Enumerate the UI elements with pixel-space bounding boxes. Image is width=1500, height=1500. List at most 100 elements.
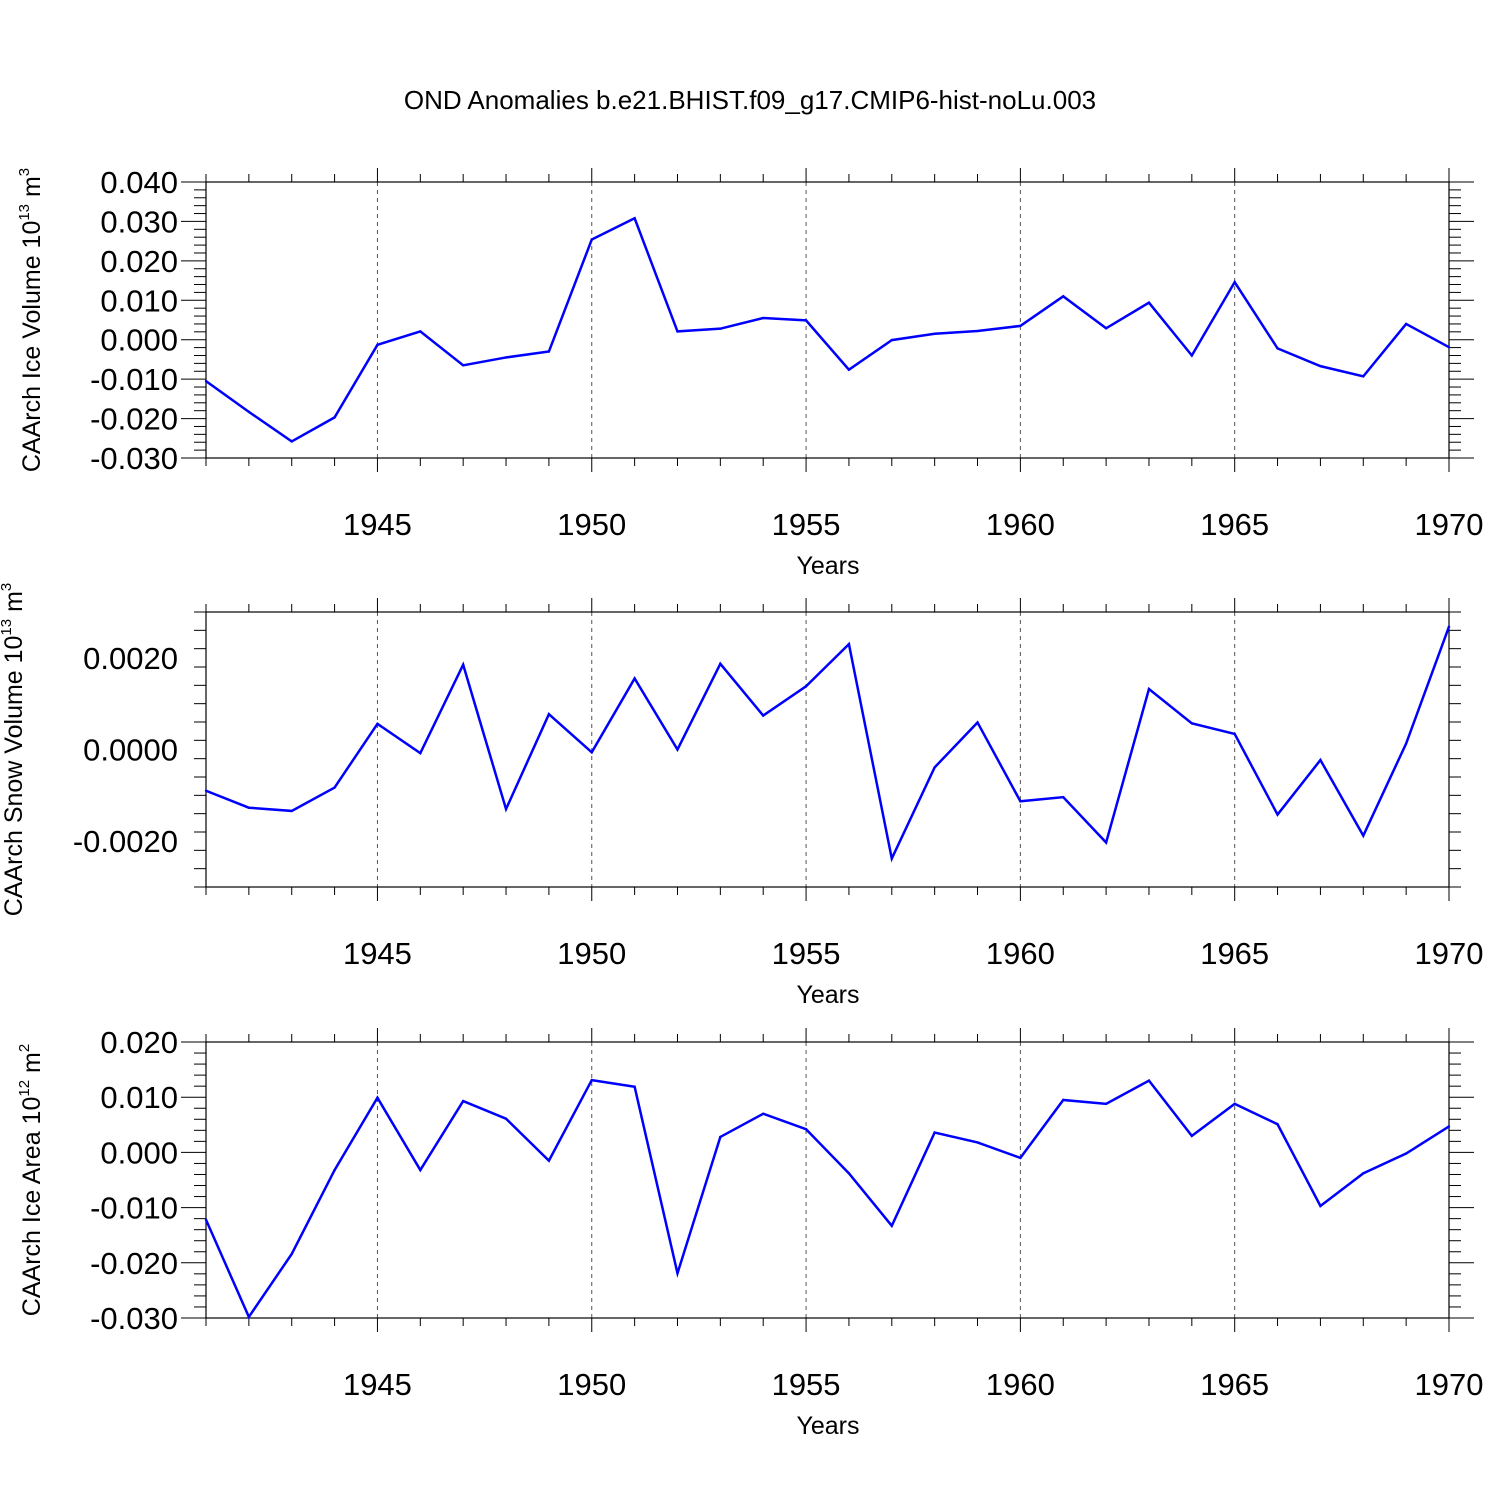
data-point-1941 [204, 789, 208, 792]
data-point-1968 [1362, 1172, 1365, 1175]
data-point-1948 [504, 1117, 508, 1120]
axes-frame [205, 1041, 1450, 1319]
x-tick-label: 1970 [1415, 936, 1484, 971]
data-point-1970 [1447, 625, 1451, 628]
x-tick-label: 1970 [1415, 507, 1484, 542]
data-point-1948 [504, 356, 508, 359]
data-point-1947 [461, 663, 465, 666]
data-point-1942 [247, 410, 251, 414]
data-point-1957 [890, 857, 893, 860]
data-point-1953 [719, 1135, 722, 1139]
x-tick-label: 1960 [986, 1367, 1055, 1402]
y-tick-label: 0.010 [100, 283, 178, 318]
x-tick-label: 1965 [1200, 936, 1269, 971]
data-point-1941 [204, 1218, 208, 1221]
y-tick-label: 0.020 [100, 244, 178, 279]
axes-frame [205, 611, 1450, 888]
data-point-1944 [333, 1168, 336, 1172]
x-tick-label: 1950 [557, 1367, 626, 1402]
y-tick-label: 0.0000 [83, 733, 178, 768]
data-point-1969 [1404, 322, 1408, 326]
data-point-1943 [290, 1252, 293, 1256]
x-tick-label: 1950 [557, 936, 626, 971]
data-point-1942 [247, 1315, 251, 1319]
data-point-1949 [547, 1159, 551, 1162]
data-point-1962 [1104, 327, 1108, 330]
data-point-1955 [804, 319, 808, 322]
y-tick-label: 0.010 [100, 1080, 178, 1115]
data-point-1969 [1404, 1152, 1408, 1155]
x-tick-label: 1955 [772, 936, 841, 971]
y-tick-label: -0.0020 [73, 824, 178, 859]
data-point-1958 [933, 332, 936, 335]
data-point-1947 [461, 364, 465, 367]
data-point-1964 [1190, 354, 1194, 357]
data-point-1949 [547, 713, 551, 716]
axes-frame [205, 181, 1450, 459]
y-tick-label: -0.030 [90, 1301, 178, 1336]
x-tick-label: 1955 [772, 1367, 841, 1402]
data-point-1941 [204, 379, 208, 383]
data-point-1966 [1276, 1123, 1279, 1126]
data-point-1965 [1233, 280, 1236, 284]
data-point-1962 [1104, 841, 1108, 844]
data-point-1947 [461, 1099, 465, 1103]
data-point-1961 [1062, 295, 1065, 298]
data-point-1945 [376, 722, 379, 726]
x-tick-label: 1955 [772, 507, 841, 542]
data-point-1943 [290, 809, 293, 813]
panel-ice-area: -0.030 -0.020 -0.010 0.000 0.010 0.020 1945 195… [16, 1025, 1483, 1440]
data-point-1966 [1276, 813, 1279, 816]
data-point-1960 [1019, 800, 1022, 803]
data-point-1948 [504, 807, 508, 811]
x-tick-label: 1970 [1415, 1367, 1484, 1402]
panel-snow-volume: -0.0020 0.0000 0.0020 1945 1950 1955 1960 1965 1… [0, 583, 1483, 1009]
data-point-1967 [1319, 364, 1322, 368]
data-point-1956 [847, 368, 851, 371]
data-point-1946 [419, 330, 422, 333]
data-point-1945 [376, 1096, 379, 1099]
y-tick-label: 0.030 [100, 204, 178, 239]
data-point-1943 [290, 440, 293, 443]
data-point-1963 [1147, 301, 1151, 304]
data-point-1959 [976, 721, 979, 724]
data-point-1965 [1233, 1102, 1236, 1106]
data-point-1950 [590, 1078, 593, 1082]
data-point-1953 [719, 327, 722, 330]
series-line-ice-volume [205, 216, 1450, 443]
data-point-1958 [933, 1131, 936, 1134]
series-line-ice-area [204, 1078, 1450, 1320]
y-tick-label: -0.030 [90, 441, 178, 476]
data-point-1944 [333, 786, 336, 789]
data-point-1944 [333, 416, 336, 419]
y-axis-label: CAArch Ice Volume 1013 m3 [16, 168, 46, 472]
y-tick-label: 0.000 [100, 1135, 178, 1170]
data-point-1952 [676, 1272, 679, 1275]
x-tick-label: 1960 [986, 507, 1055, 542]
data-point-1946 [419, 1168, 422, 1172]
panels: -0.030 -0.020 -0.010 0.000 0.010 0.020 0.030 0.… [0, 165, 1483, 1440]
y-tick-label: -0.020 [90, 1246, 178, 1281]
data-point-1956 [847, 642, 851, 646]
y-axis-label: CAArch Snow Volume 1013 m3 [0, 583, 28, 917]
data-point-1957 [890, 338, 893, 342]
data-point-1950 [590, 751, 593, 754]
x-tick-label: 1965 [1200, 507, 1269, 542]
y-tick-label: 0.020 [100, 1025, 178, 1060]
y-axis-label: CAArch Ice Area 1012 m2 [16, 1044, 46, 1316]
data-point-1969 [1404, 742, 1408, 745]
x-tick-label: 1960 [986, 936, 1055, 971]
x-axis-label: Years [796, 552, 859, 580]
data-point-1970 [1447, 1125, 1451, 1128]
panel-ice-volume: -0.030 -0.020 -0.010 0.000 0.010 0.020 0.030 0.… [16, 165, 1483, 580]
data-point-1953 [719, 662, 722, 665]
data-point-1961 [1062, 795, 1065, 799]
x-tick-label: 1965 [1200, 1367, 1269, 1402]
y-tick-label: 0.0020 [83, 641, 178, 676]
data-point-1970 [1447, 346, 1451, 349]
data-point-1966 [1276, 347, 1279, 350]
data-point-1967 [1319, 758, 1322, 762]
data-point-1945 [376, 343, 379, 347]
data-point-1955 [804, 1128, 808, 1131]
